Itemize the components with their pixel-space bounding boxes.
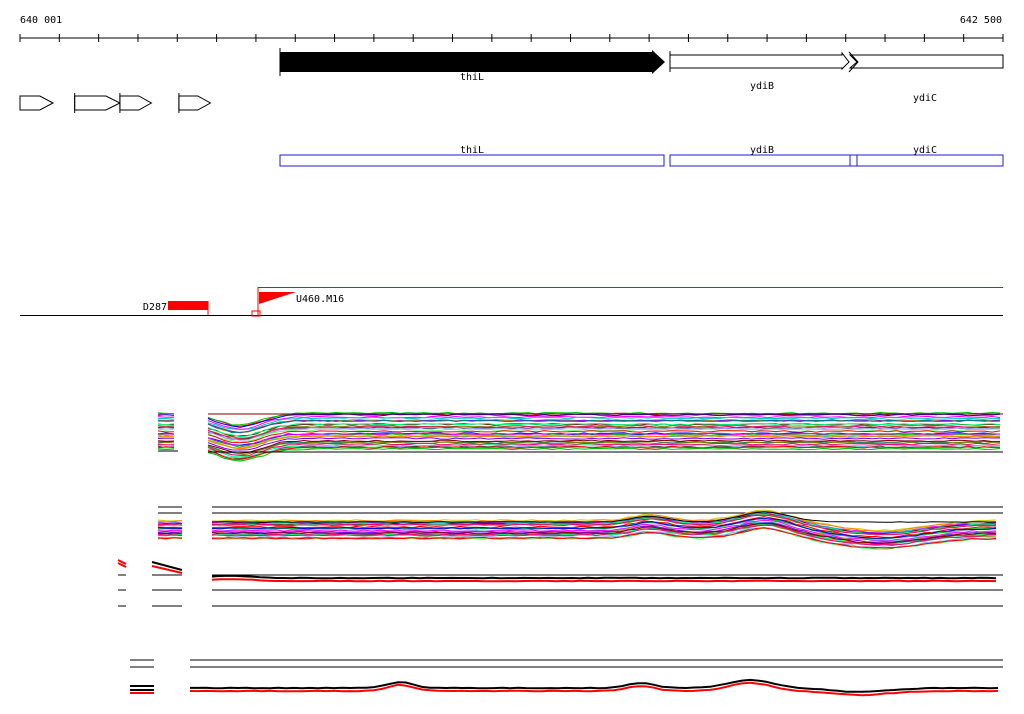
profile-line (189, 681, 999, 697)
gene-track: thiL ydiB ydiC (19, 48, 1004, 113)
gene-ydiC[interactable]: ydiC (848, 51, 1004, 104)
cds-track: thiL ydiB ydiC (279, 145, 1004, 167)
profile-line (157, 446, 1001, 460)
profile-line (157, 415, 1001, 430)
ruler-start-label: 640 001 (20, 15, 62, 26)
gene-ydiB[interactable]: ydiB (669, 51, 850, 92)
profile-line (157, 435, 1001, 450)
small-gene-arrow[interactable] (19, 95, 55, 111)
small-gene-arrow[interactable] (74, 95, 122, 111)
gene-ydiB-label: ydiB (750, 81, 774, 92)
profile-line (190, 678, 999, 693)
profile-line (157, 439, 1001, 454)
profile-track-4 (130, 659, 1003, 697)
cds-ydiB-box[interactable] (669, 154, 858, 167)
profile-line (211, 574, 997, 580)
profile-line (157, 419, 1001, 434)
profile-line (157, 442, 1001, 457)
feature-D287-block[interactable] (168, 301, 208, 310)
profile-track-3 (117, 559, 1003, 607)
profile-line (157, 416, 1001, 431)
profile-line (157, 430, 1001, 444)
profile-stub (151, 565, 183, 574)
profile-line (157, 437, 1000, 451)
profile-stub (117, 559, 127, 568)
cds-ydiB[interactable]: ydiB (669, 145, 858, 167)
profile-line (157, 522, 997, 543)
small-arrows-group (19, 93, 212, 113)
profile-stub (130, 685, 154, 691)
small-gene-arrow[interactable] (178, 95, 212, 111)
profile-line (157, 427, 1001, 441)
profile-line (157, 514, 997, 536)
gene-ydiC-arrow[interactable] (848, 54, 1004, 69)
cds-thiL-box[interactable] (279, 154, 665, 167)
profile-line (157, 518, 997, 539)
profile-line (157, 447, 1001, 462)
gene-thiL-arrow[interactable] (280, 50, 665, 74)
ruler-ticks (19, 34, 1004, 42)
profile-line (211, 511, 996, 523)
gene-ydiC-label: ydiC (913, 93, 937, 104)
profile-line (157, 519, 997, 542)
cds-ydiC-label: ydiC (913, 145, 937, 156)
cds-thiL-label: thiL (460, 145, 484, 156)
cds-thiL[interactable]: thiL (279, 145, 665, 167)
feature-U460-M16-marker[interactable] (251, 310, 261, 317)
feature-U460-M16-flag[interactable] (259, 292, 296, 304)
profile-line (211, 578, 997, 583)
cds-ydiC[interactable]: ydiC (849, 145, 1004, 167)
profile-track-2 (157, 506, 1003, 550)
profile-line (157, 432, 1001, 447)
profile-line (157, 527, 997, 549)
profile-line (157, 422, 1001, 438)
profile-line (157, 516, 997, 538)
feature-U460-M16[interactable]: U460.M16 (251, 287, 344, 317)
ruler-end-label: 642 500 (960, 15, 1002, 26)
cds-ydiB-label: ydiB (750, 145, 774, 156)
feature-D287[interactable]: D287 (143, 301, 209, 315)
profile-line (157, 524, 997, 546)
profile-line (157, 428, 1001, 443)
gene-ydiB-arrow[interactable] (669, 51, 850, 71)
profile-line (157, 441, 1001, 456)
gene-ydiC-start-chevron (848, 51, 859, 73)
small-gene-arrow[interactable] (119, 95, 153, 111)
coordinate-ruler: 640 001 642 500 (19, 15, 1004, 42)
gene-thiL-label: thiL (460, 72, 484, 83)
gene-thiL[interactable]: thiL (279, 48, 665, 83)
feature-track: D287 U460.M16 (20, 287, 1003, 317)
feature-U460-M16-label: U460.M16 (296, 294, 344, 305)
feature-D287-label: D287 (143, 302, 167, 313)
cds-ydiC-box[interactable] (849, 154, 1004, 167)
profile-track-1 (157, 411, 1003, 462)
profile-stub (151, 561, 183, 571)
profile-line (157, 522, 997, 545)
